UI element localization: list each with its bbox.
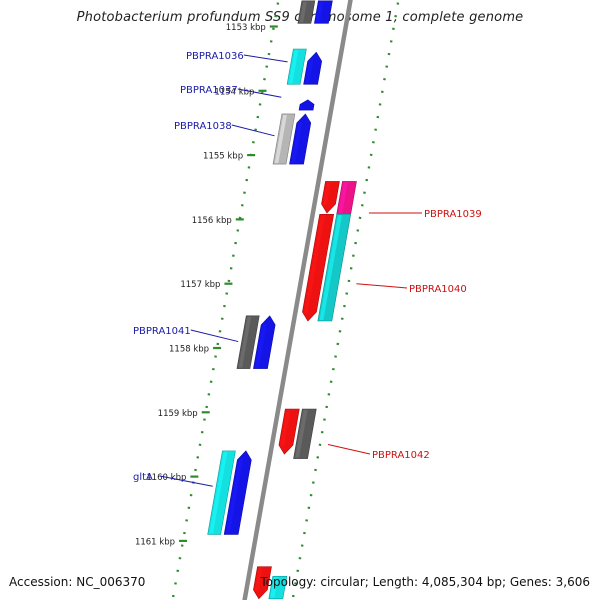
ruler-tick-label: 1158 kbp: [169, 345, 209, 355]
gene-feature: [236, 315, 260, 369]
gene-label: PBPRA1039: [424, 209, 482, 220]
ruler-tick-label: 1153 kbp: [226, 23, 266, 33]
gene-leader-line: [231, 124, 275, 137]
gene-label: PBPRA1037: [180, 85, 238, 96]
ruler-tick-label: 1156 kbp: [192, 216, 232, 226]
gene-feature: [303, 51, 323, 85]
ruler-tick-label: 1159 kbp: [158, 409, 198, 419]
gene-label: PBPRA1036: [186, 51, 244, 62]
gene-feature: [314, 0, 333, 24]
gene-feature: [207, 450, 236, 535]
gene-label: PBPRA1038: [174, 121, 232, 132]
gene-feature: [272, 113, 296, 165]
gene-leader-line: [237, 88, 282, 98]
ruler-tick-label: 1160 kbp: [146, 473, 186, 483]
gene-feature: [297, 0, 316, 24]
gene-label: PBPRA1041: [133, 326, 191, 337]
ruler-tick-label: 1161 kbp: [135, 537, 175, 547]
gene-leader-line: [243, 54, 288, 63]
gene-leader-line: [327, 443, 371, 455]
gene-feature: [286, 48, 307, 85]
gene-feature: [278, 408, 300, 455]
gene-feature: [302, 213, 335, 322]
gene-label: PBPRA1040: [409, 284, 467, 295]
accession-text: Accession: NC_006370: [9, 575, 146, 589]
gene-leader-line: [190, 329, 239, 343]
gene-feature: [293, 408, 317, 459]
gene-feature: [253, 315, 276, 369]
gene-feature: [298, 99, 315, 111]
gene-feature: [253, 566, 272, 600]
gene-label: gltA: [133, 472, 153, 483]
ruler-tick-label: 1154 kbp: [214, 87, 254, 97]
ruler-tick-label: 1155 kbp: [203, 152, 243, 162]
chromosome-backbone: [242, 0, 353, 600]
gene-feature: [317, 213, 352, 322]
gene-feature: [321, 181, 340, 214]
ruler-tick-label: 1157 kbp: [180, 280, 220, 290]
gene-feature: [268, 575, 288, 600]
gene-leader-line: [159, 475, 213, 487]
gene-feature: [336, 181, 357, 215]
gene-feature: [289, 113, 312, 165]
genome-stats-text: Topology: circular; Length: 4,085,304 bp…: [260, 575, 590, 589]
gene-leader-line: [356, 283, 408, 289]
gene-feature: [223, 450, 252, 535]
gene-label: PBPRA1042: [372, 450, 430, 461]
